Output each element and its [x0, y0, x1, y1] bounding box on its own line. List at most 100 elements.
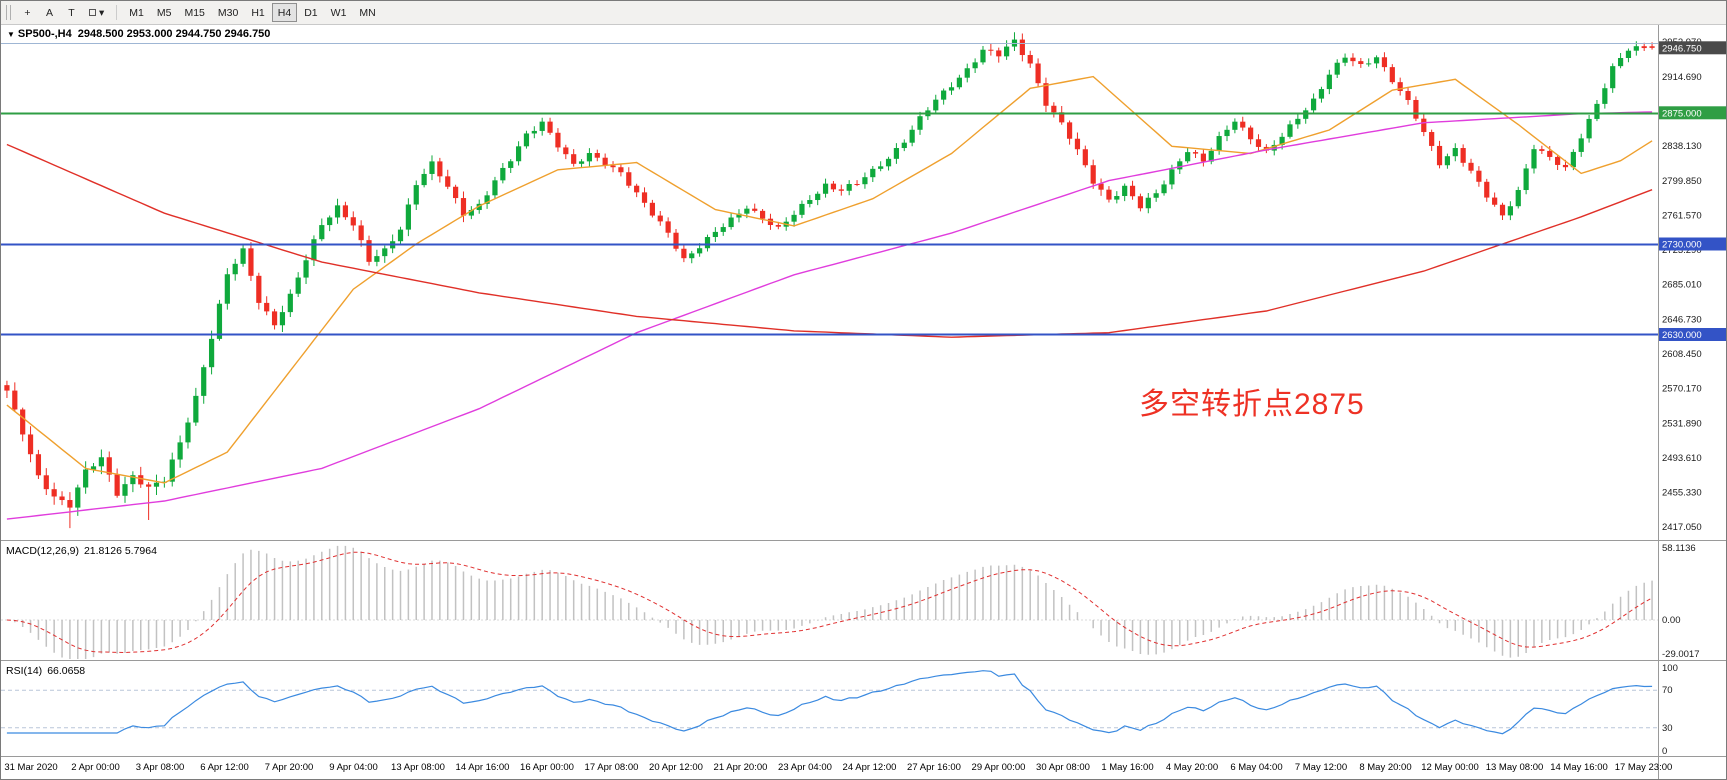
candles-up — [75, 32, 1639, 516]
macd-panel-canvas[interactable] — [1, 542, 1658, 659]
toolbar-grip[interactable] — [6, 5, 11, 20]
svg-text:2493.610: 2493.610 — [1662, 453, 1702, 464]
svg-text:2875.000: 2875.000 — [1662, 108, 1702, 119]
timeframes-group: M1 M5 M15 M30 H1 H4 D1 W1 MN — [123, 3, 381, 22]
main-panel-canvas[interactable] — [1, 25, 1658, 539]
chart-region: 2952.9702914.6902876.4102838.1302799.850… — [1, 25, 1727, 780]
svg-text:2685.010: 2685.010 — [1662, 280, 1702, 291]
svg-text:7 Apr 20:00: 7 Apr 20:00 — [265, 762, 314, 773]
svg-text:58.1136: 58.1136 — [1662, 543, 1696, 554]
tool-shapes-dropdown[interactable]: ▾ — [83, 3, 110, 22]
timeframe-button-m15[interactable]: M15 — [184, 6, 205, 19]
svg-text:21 Apr 20:00: 21 Apr 20:00 — [714, 762, 768, 773]
shape-swatch-icon — [89, 9, 96, 16]
price-badge-2730.000: 2730.000 — [1659, 237, 1726, 251]
svg-text:0: 0 — [1662, 746, 1667, 757]
svg-text:2 Apr 00:00: 2 Apr 00:00 — [71, 762, 120, 773]
svg-text:14 Apr 16:00: 14 Apr 16:00 — [456, 762, 510, 773]
svg-text:7 May 12:00: 7 May 12:00 — [1295, 762, 1347, 773]
symbol-dropdown-arrow-icon: ▼ — [7, 30, 15, 39]
svg-text:1 May 16:00: 1 May 16:00 — [1101, 762, 1153, 773]
svg-text:2761.570: 2761.570 — [1662, 210, 1702, 221]
svg-text:30: 30 — [1662, 723, 1673, 734]
svg-text:2630.000: 2630.000 — [1662, 330, 1702, 341]
svg-text:31 Mar 2020: 31 Mar 2020 — [4, 762, 57, 773]
svg-text:2570.170: 2570.170 — [1662, 384, 1702, 395]
svg-text:2531.890: 2531.890 — [1662, 418, 1702, 429]
svg-text:100: 100 — [1662, 663, 1678, 674]
macd-histogram — [14, 545, 1653, 659]
svg-text:12 May 00:00: 12 May 00:00 — [1421, 762, 1479, 773]
tool-text-tool[interactable]: A — [45, 6, 53, 19]
toolbar-separator — [116, 5, 118, 20]
svg-text:9 Apr 04:00: 9 Apr 04:00 — [329, 762, 378, 773]
svg-text:70: 70 — [1662, 685, 1673, 696]
ma-slow-red — [6, 143, 1653, 338]
candles-down — [4, 33, 1655, 529]
timeframe-button-m5[interactable]: M5 — [156, 6, 172, 19]
macd-scale-ticks: 58.1136 0.00 -29.0017 — [1662, 543, 1700, 660]
current-price-badge: 2946.750 — [1659, 41, 1726, 55]
svg-text:2730.000: 2730.000 — [1662, 240, 1702, 251]
timeframe-button-h1[interactable]: H1 — [251, 6, 265, 19]
timeframe-button-mn[interactable]: MN — [359, 6, 376, 19]
chart-canvas[interactable]: 2952.9702914.6902876.4102838.1302799.850… — [1, 25, 1727, 780]
time-axis-row[interactable] — [1, 756, 1727, 780]
svg-text:0.00: 0.00 — [1662, 615, 1681, 626]
macd-values: 21.8126 5.7964 — [83, 545, 157, 557]
svg-text:2799.850: 2799.850 — [1662, 176, 1702, 187]
svg-text:2914.690: 2914.690 — [1662, 72, 1702, 83]
svg-text:8 May 20:00: 8 May 20:00 — [1359, 762, 1411, 773]
ma-mid-magenta — [6, 111, 1653, 520]
macd-panel-title: MACD(12,26,9) 21.8126 5.7964 — [6, 545, 157, 557]
svg-text:23 Apr 04:00: 23 Apr 04:00 — [778, 762, 832, 773]
top-toolbar: + A T ▾ M1 M5 M15 M30 H1 H4 D1 W1 MN — [1, 1, 1726, 25]
panel-splitters[interactable] — [1, 25, 1727, 780]
chart-title: ▼ SP500-,H4 2948.500 2953.000 2944.750 294… — [7, 28, 270, 40]
timeframe-button-d1[interactable]: D1 — [304, 6, 318, 19]
price-scale-column[interactable] — [1658, 25, 1727, 780]
timeframe-button-m1[interactable]: M1 — [129, 6, 144, 19]
svg-text:20 Apr 12:00: 20 Apr 12:00 — [649, 762, 703, 773]
symbol-timeframe-label: SP500-,H4 — [17, 28, 72, 40]
ohlc-values: 2948.500 2953.000 2944.750 2946.750 — [77, 28, 271, 40]
svg-text:16 Apr 00:00: 16 Apr 00:00 — [520, 762, 574, 773]
svg-text:27 Apr 16:00: 27 Apr 16:00 — [907, 762, 961, 773]
time-axis-labels: 31 Mar 2020 2 Apr 00:00 3 Apr 08:00 6 Apr 1… — [4, 762, 1672, 773]
tool-crosshair-tool[interactable]: + — [24, 6, 31, 19]
svg-text:2455.330: 2455.330 — [1662, 488, 1702, 499]
svg-text:13 Apr 08:00: 13 Apr 08:00 — [391, 762, 445, 773]
svg-text:-29.0017: -29.0017 — [1662, 649, 1700, 660]
timeframe-button-h4[interactable]: H4 — [271, 3, 298, 22]
svg-text:2417.050: 2417.050 — [1662, 522, 1702, 533]
svg-text:29 Apr 00:00: 29 Apr 00:00 — [972, 762, 1026, 773]
svg-text:14 May 16:00: 14 May 16:00 — [1550, 762, 1608, 773]
timeframe-button-m30[interactable]: M30 — [217, 6, 239, 19]
rsi-line — [6, 670, 1653, 735]
ma-fast-orange — [6, 75, 1653, 484]
chart-annotation-text[interactable]: 多空转折点2875 — [1139, 388, 1365, 421]
svg-text:2723.290: 2723.290 — [1662, 245, 1702, 256]
rsi-label: RSI(14) — [6, 665, 43, 677]
svg-text:2608.450: 2608.450 — [1662, 349, 1702, 360]
macd-label: MACD(12,26,9) — [6, 545, 79, 557]
svg-text:17 May 23:00: 17 May 23:00 — [1615, 762, 1673, 773]
timeframe-button-w1[interactable]: W1 — [330, 6, 347, 19]
price-badge-2630.000: 2630.000 — [1659, 328, 1726, 341]
svg-text:4 May 20:00: 4 May 20:00 — [1166, 762, 1218, 773]
svg-text:2838.130: 2838.130 — [1662, 141, 1702, 152]
svg-text:2946.750: 2946.750 — [1662, 43, 1702, 54]
svg-text:6 Apr 12:00: 6 Apr 12:00 — [200, 762, 249, 773]
tool-text-label-tool[interactable]: T — [68, 6, 75, 19]
rsi-scale-ticks: 100 70 30 0 — [1662, 663, 1678, 757]
svg-text:3 Apr 08:00: 3 Apr 08:00 — [136, 762, 185, 773]
drawing-tools-group: + A T ▾ — [17, 3, 110, 22]
price-badge-2875.000: 2875.000 — [1659, 106, 1726, 120]
rsi-panel-title: RSI(14) 66.0658 — [6, 665, 85, 677]
svg-text:30 Apr 08:00: 30 Apr 08:00 — [1036, 762, 1090, 773]
svg-text:2646.730: 2646.730 — [1662, 314, 1702, 325]
rsi-value: 66.0658 — [47, 665, 86, 677]
svg-text:24 Apr 12:00: 24 Apr 12:00 — [843, 762, 897, 773]
rsi-panel-canvas[interactable] — [1, 662, 1658, 756]
